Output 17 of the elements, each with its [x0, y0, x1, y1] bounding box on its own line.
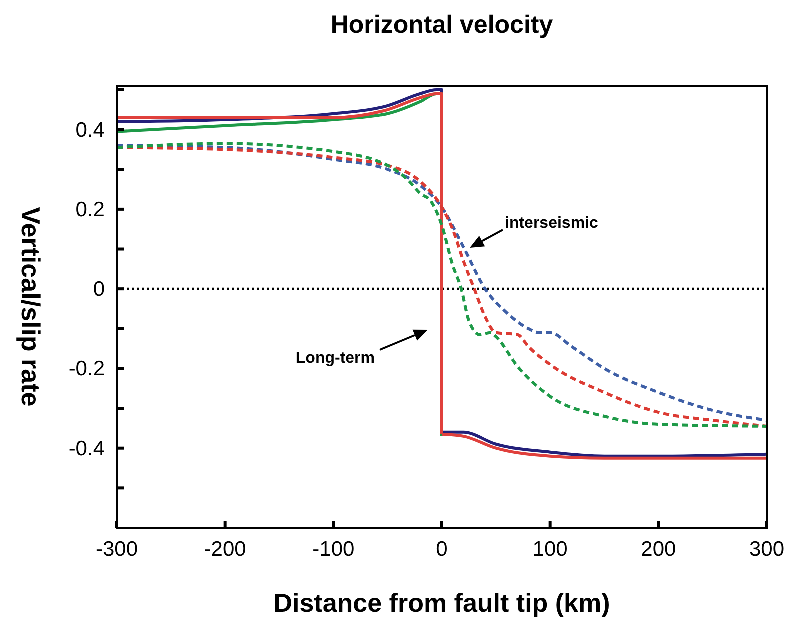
- x-tick-label: 100: [532, 538, 568, 561]
- chart-title: Horizontal velocity: [330, 11, 554, 39]
- x-tick-label: 300: [749, 538, 785, 561]
- y-tick-label: 0.2: [76, 198, 105, 222]
- annotation: interseismic: [505, 215, 598, 232]
- y-tick-label: -0.4: [68, 437, 106, 460]
- x-tick-label: -300: [96, 538, 138, 561]
- x-tick-label: 200: [641, 538, 676, 561]
- y-tick-label: 0.4: [76, 118, 106, 142]
- annotation: Long-term: [296, 350, 375, 367]
- x-axis-title: Distance from fault tip (km): [274, 588, 610, 618]
- x-tick-label: 0: [436, 538, 448, 561]
- y-axis-title: Vertical/slip rate: [16, 207, 46, 407]
- y-tick-label: 0: [93, 278, 105, 302]
- y-tick-label: -0.2: [68, 358, 105, 381]
- x-tick-label: -200: [204, 538, 246, 561]
- x-tick-label: -100: [312, 538, 355, 561]
